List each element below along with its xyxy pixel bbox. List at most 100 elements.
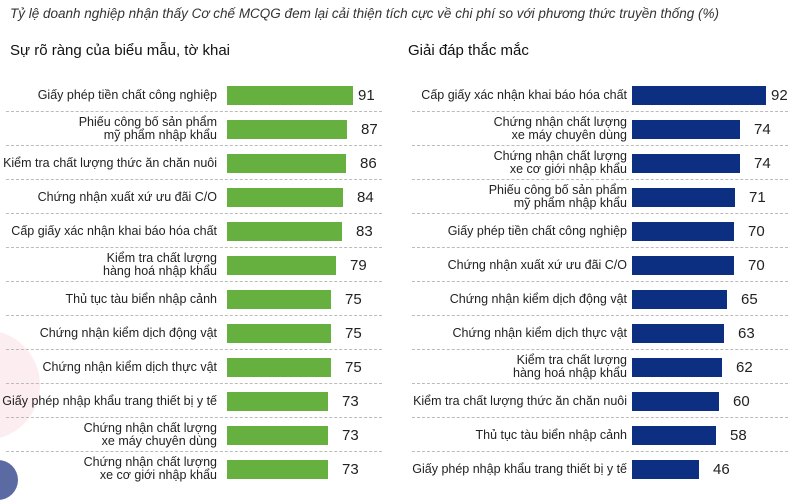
- bar: [227, 426, 328, 445]
- category-label-line: Chứng nhận kiểm dịch thực vật: [452, 325, 627, 340]
- bar-row: Chứng nhận kiểm dịch thực vật 63: [405, 316, 800, 350]
- row-divider: [412, 247, 788, 248]
- bar-row: Phiếu công bố sản phẩm mỹ phẩm nhập khẩu 7…: [405, 180, 800, 214]
- bar-row: Chứng nhận xuất xứ ưu đãi C/O 70: [405, 248, 800, 282]
- category-label-line: xe cơ giới nhập khẩu: [99, 468, 217, 482]
- value-label: 74: [754, 154, 771, 172]
- category-label: Thủ tục tàu biển nhập cảnh: [405, 418, 627, 452]
- value-label: 75: [345, 358, 362, 376]
- category-label-line: Kiểm tra chất lượng: [106, 251, 217, 265]
- category-label-line: Chứng nhận kiểm dịch thực vật: [42, 359, 217, 374]
- bar-row: Cấp giấy xác nhận khai báo hóa chất 92: [405, 78, 800, 112]
- value-label: 87: [361, 120, 378, 138]
- value-label: 83: [356, 222, 373, 240]
- value-label: 79: [350, 256, 367, 274]
- category-label-line: mỹ phẩm nhập khẩu: [103, 128, 217, 142]
- row-divider: [412, 145, 788, 146]
- row-divider: [6, 247, 382, 248]
- category-label-line: Thủ tục tàu biển nhập cảnh: [475, 427, 627, 442]
- bar: [227, 256, 336, 275]
- value-label: 75: [345, 290, 362, 308]
- category-label-line: xe cơ giới nhập khẩu: [509, 162, 627, 176]
- bar-row: Giấy phép nhập khẩu trang thiết bị y tế 7…: [0, 384, 390, 418]
- bar-row: Thủ tục tàu biển nhập cảnh 58: [405, 418, 800, 452]
- bar: [632, 120, 740, 139]
- row-divider: [412, 213, 788, 214]
- category-label-line: Thủ tục tàu biển nhập cảnh: [65, 291, 217, 306]
- bar-row: Chứng nhận chất lượng xe cơ giới nhập khẩ…: [405, 146, 800, 180]
- bar-row: Kiểm tra chất lượng thức ăn chăn nuôi 60: [405, 384, 800, 418]
- right-panel-title: Giải đáp thắc mắc: [408, 42, 529, 59]
- bar: [632, 358, 722, 377]
- value-label: 73: [342, 460, 359, 478]
- bar-row: Giấy phép tiền chất công nghiệp 91: [0, 78, 390, 112]
- bar: [632, 290, 727, 309]
- value-label: 86: [360, 154, 377, 172]
- category-label-line: Chứng nhận kiểm dịch động vật: [39, 325, 217, 340]
- category-label-line: Chứng nhận kiểm dịch động vật: [449, 291, 627, 306]
- value-label: 46: [713, 460, 730, 478]
- chart-title: Tỷ lệ doanh nghiệp nhận thấy Cơ chế MCQG…: [10, 6, 720, 21]
- value-label: 63: [738, 324, 755, 342]
- category-label: Chứng nhận kiểm dịch thực vật: [0, 350, 217, 384]
- category-label: Kiểm tra chất lượng thức ăn chăn nuôi: [405, 384, 627, 418]
- bar: [632, 426, 716, 445]
- bar-row: Giấy phép tiền chất công nghiệp 70: [405, 214, 800, 248]
- row-divider: [412, 451, 788, 452]
- category-label: Kiểm tra chất lượng hàng hoá nhập khẩu: [405, 350, 627, 384]
- bar: [227, 392, 328, 411]
- bar: [632, 460, 699, 479]
- category-label: Chứng nhận chất lượng xe cơ giới nhập khẩ…: [405, 146, 627, 180]
- category-label-line: Giấy phép tiền chất công nghiệp: [37, 87, 217, 102]
- row-divider: [6, 145, 382, 146]
- value-label: 58: [730, 426, 747, 444]
- row-divider: [6, 179, 382, 180]
- row-divider: [6, 417, 382, 418]
- value-label: 92: [771, 86, 788, 104]
- bar: [227, 120, 347, 139]
- category-label: Giấy phép nhập khẩu trang thiết bị y tế: [405, 452, 627, 486]
- bar: [632, 392, 719, 411]
- category-label-line: Cấp giấy xác nhận khai báo hóa chất: [11, 223, 217, 238]
- row-divider: [6, 349, 382, 350]
- bar: [227, 324, 331, 343]
- category-label-line: Chứng nhận xuất xứ ưu đãi C/O: [37, 189, 217, 204]
- category-label: Chứng nhận kiểm dịch động vật: [405, 282, 627, 316]
- category-label: Giấy phép nhập khẩu trang thiết bị y tế: [0, 384, 217, 418]
- bar-row: Chứng nhận kiểm dịch động vật 65: [405, 282, 800, 316]
- bar-row: Chứng nhận chất lượng xe máy chuyên dùng 7…: [405, 112, 800, 146]
- bar: [632, 188, 735, 207]
- row-divider: [412, 383, 788, 384]
- value-label: 73: [342, 392, 359, 410]
- bar: [632, 222, 734, 241]
- category-label-line: Kiểm tra chất lượng: [516, 353, 627, 367]
- value-label: 75: [345, 324, 362, 342]
- bar-row: Chứng nhận kiểm dịch thực vật 75: [0, 350, 390, 384]
- value-label: 70: [748, 256, 765, 274]
- category-label: Kiểm tra chất lượng thức ăn chăn nuôi: [0, 146, 217, 180]
- category-label: Phiếu công bố sản phẩm mỹ phẩm nhập khẩu: [405, 180, 627, 214]
- category-label-line: Giấy phép nhập khẩu trang thiết bị y tế: [2, 393, 217, 408]
- bar-row: Kiểm tra chất lượng hàng hoá nhập khẩu 79: [0, 248, 390, 282]
- bar: [227, 86, 353, 105]
- row-divider: [6, 451, 382, 452]
- category-label: Phiếu công bố sản phẩm mỹ phẩm nhập khẩu: [0, 112, 217, 146]
- row-divider: [6, 383, 382, 384]
- row-divider: [412, 281, 788, 282]
- row-divider: [6, 111, 382, 112]
- category-label: Giấy phép tiền chất công nghiệp: [0, 78, 217, 112]
- category-label-line: Chứng nhận xuất xứ ưu đãi C/O: [447, 257, 627, 272]
- value-label: 70: [748, 222, 765, 240]
- bar: [632, 324, 724, 343]
- value-label: 65: [741, 290, 758, 308]
- value-label: 73: [342, 426, 359, 444]
- bar: [227, 188, 343, 207]
- category-label: Chứng nhận chất lượng xe cơ giới nhập khẩ…: [0, 452, 217, 486]
- bar: [227, 222, 342, 241]
- category-label-line: Phiếu công bố sản phẩm: [78, 115, 217, 129]
- bar: [632, 86, 766, 105]
- value-label: 84: [357, 188, 374, 206]
- category-label-line: mỹ phẩm nhập khẩu: [513, 196, 627, 210]
- category-label: Chứng nhận kiểm dịch thực vật: [405, 316, 627, 350]
- category-label: Giấy phép tiền chất công nghiệp: [405, 214, 627, 248]
